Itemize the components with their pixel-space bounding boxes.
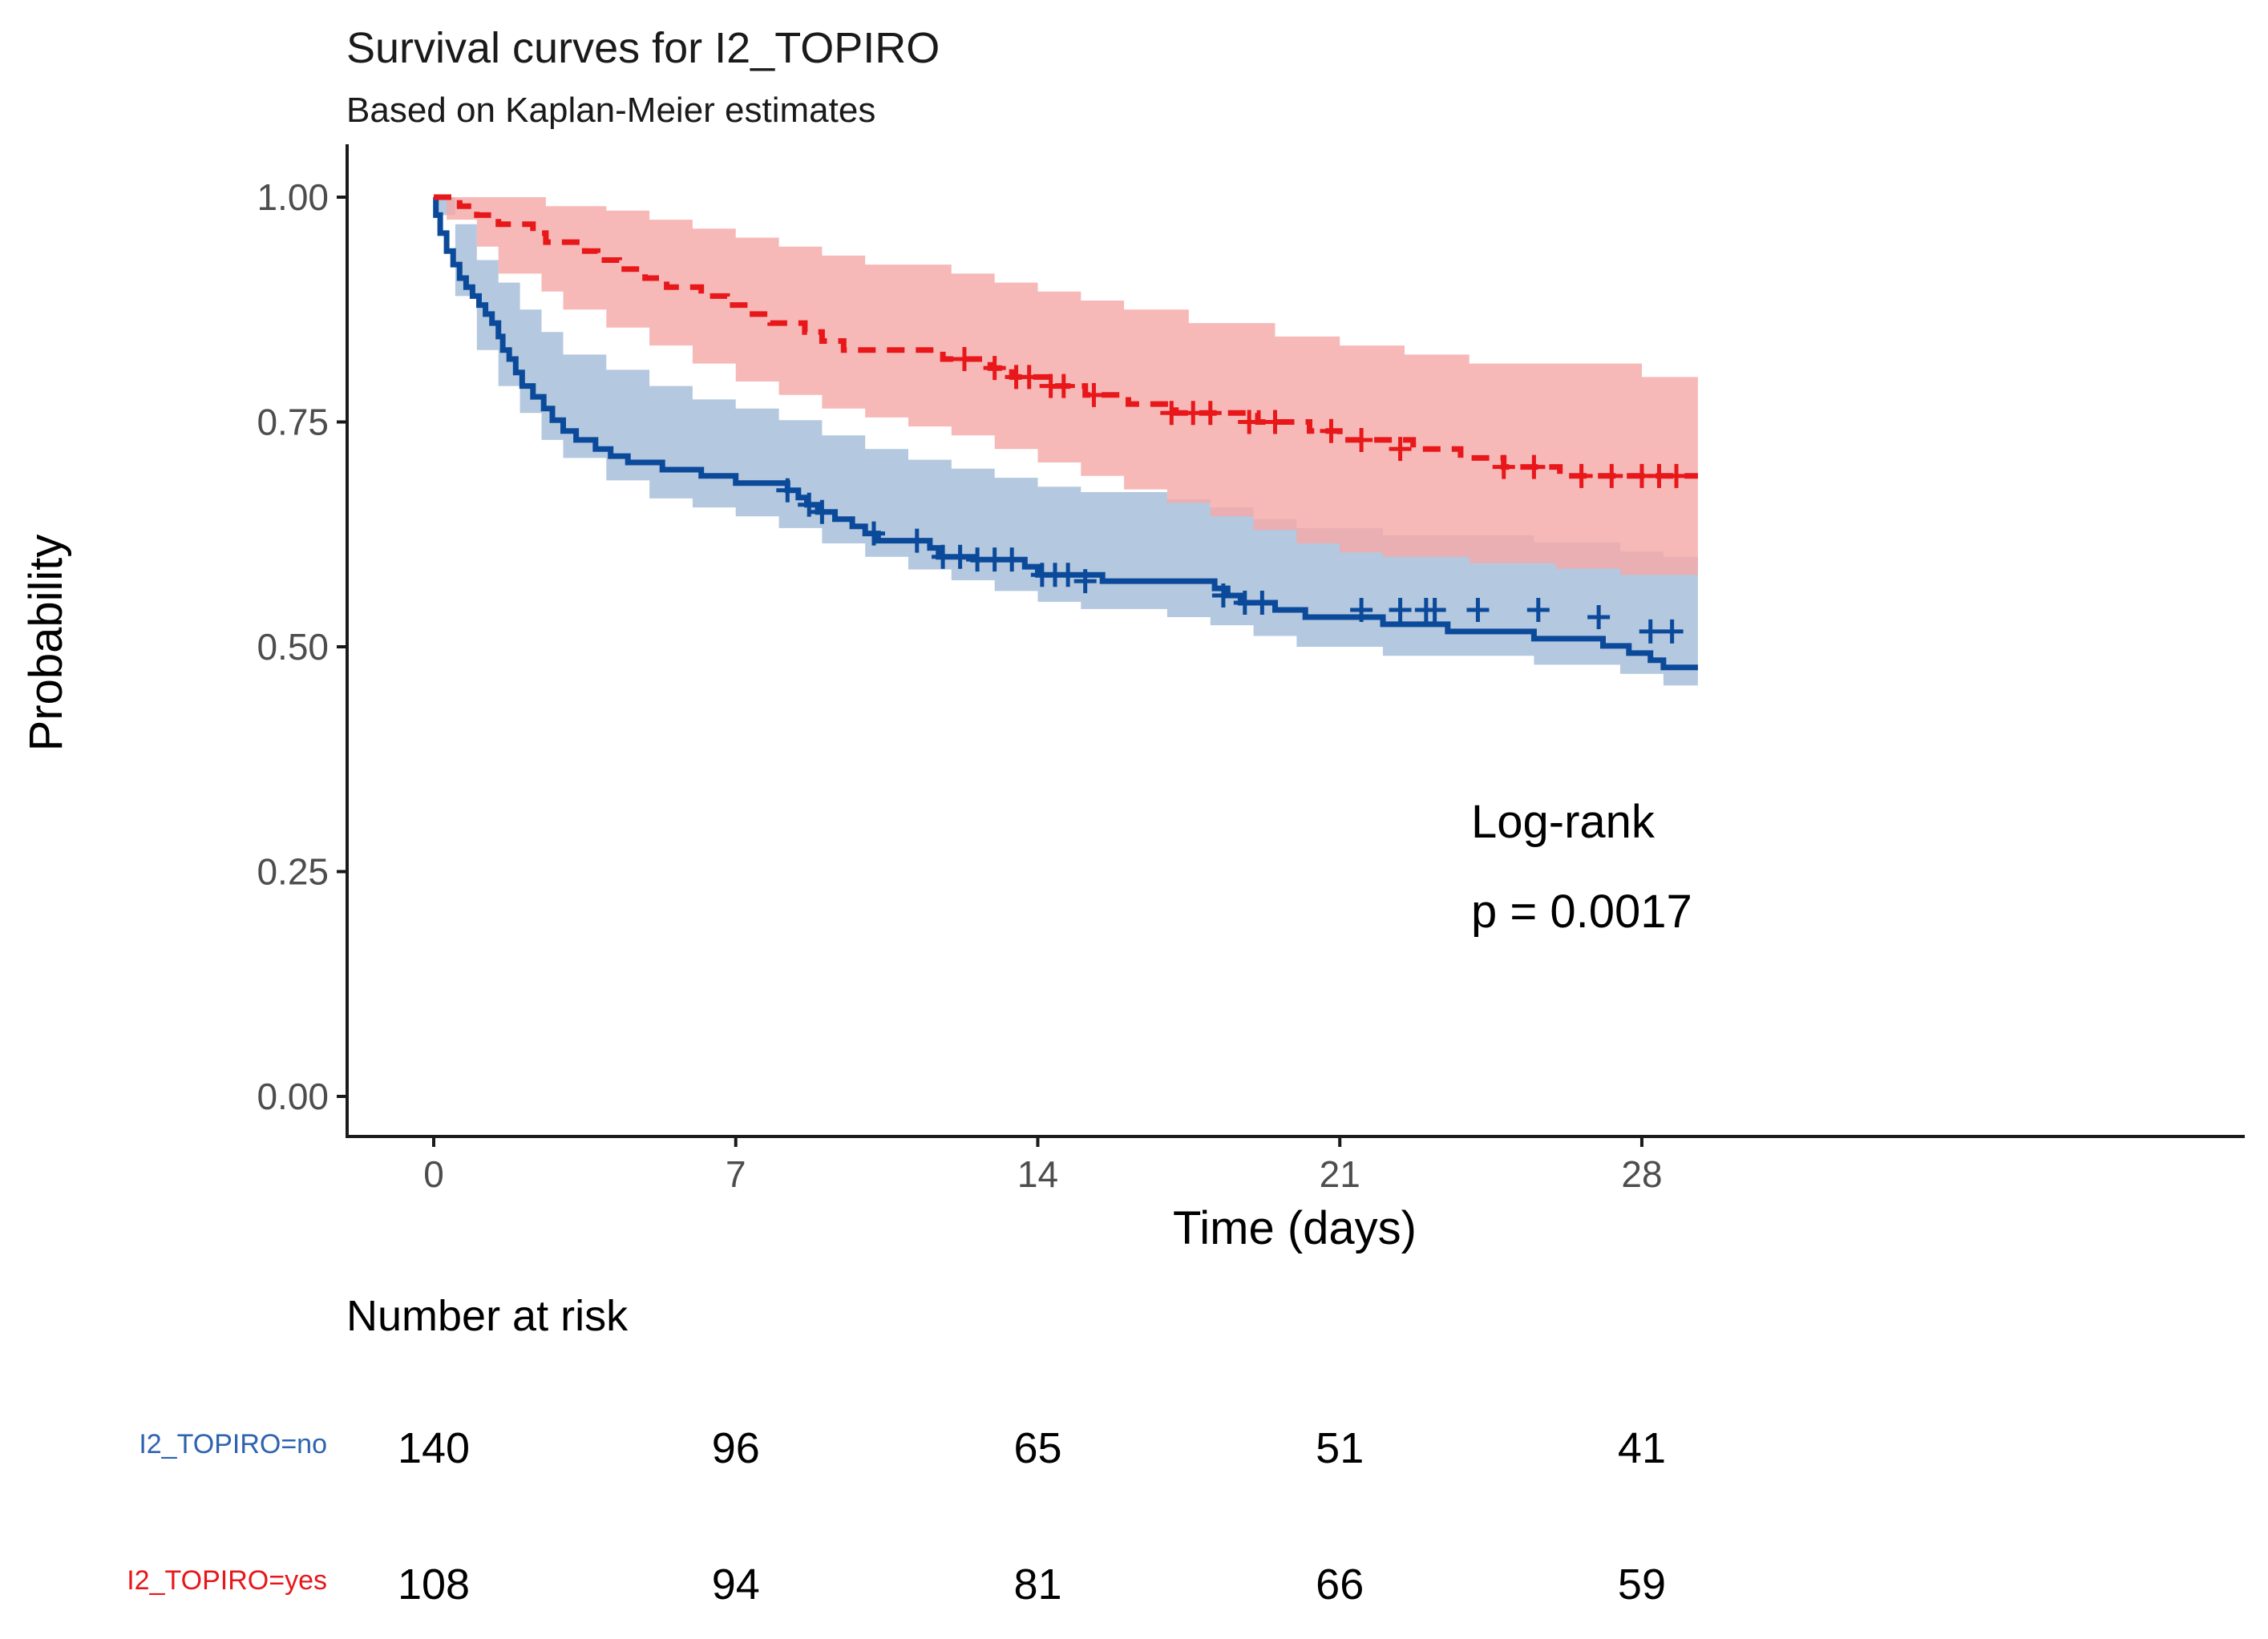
risk-count-yes: 59 <box>1618 1560 1666 1609</box>
censor-mark-yes-5 <box>1052 373 1075 398</box>
censor-mark-no-1 <box>798 492 821 517</box>
chart-subtitle: Based on Kaplan-Meier estimates <box>346 91 875 130</box>
risk-count-no: 51 <box>1316 1424 1364 1472</box>
risk-count-no: 65 <box>1013 1424 1061 1472</box>
confidence-band-no <box>434 197 1698 686</box>
censor-mark-no-12 <box>1057 563 1080 587</box>
censor-mark-yes-14 <box>1389 437 1412 462</box>
censor-mark-no-13 <box>1073 569 1097 594</box>
y-tick-label: 0.00 <box>257 1076 329 1117</box>
censor-marks <box>776 346 1688 644</box>
censor-mark-yes-3 <box>1017 365 1041 390</box>
x-tick-label: 0 <box>423 1153 444 1195</box>
censor-mark-no-20 <box>1423 597 1446 622</box>
chart-title: Survival curves for I2_TOPIRO <box>346 24 940 72</box>
survival-curve-no <box>433 194 1698 671</box>
censor-mark-yes-12 <box>1320 418 1343 443</box>
censor-mark-no-14 <box>1211 583 1235 608</box>
censor-mark-yes-13 <box>1350 427 1373 452</box>
censor-mark-yes-0 <box>952 346 976 371</box>
x-tick-label: 7 <box>726 1153 746 1195</box>
censor-mark-yes-9 <box>1199 401 1222 426</box>
censor-mark-yes-21 <box>1665 463 1688 488</box>
x-ticks: 0 7 14 21 28 <box>423 1136 1663 1195</box>
risk-count-no: 140 <box>398 1424 470 1472</box>
censor-mark-yes-11 <box>1263 410 1287 434</box>
censor-mark-no-2 <box>811 499 834 524</box>
censor-mark-yes-17 <box>1570 463 1593 488</box>
censor-mark-yes-1 <box>983 356 1006 381</box>
risk-count-yes: 66 <box>1316 1560 1364 1609</box>
survival-curve-yes <box>434 194 1698 479</box>
censor-mark-no-4 <box>905 528 928 553</box>
censor-mark-yes-7 <box>1160 401 1183 426</box>
x-tick-label: 14 <box>1017 1153 1058 1195</box>
risk-count-no: 96 <box>712 1424 760 1472</box>
logrank-pvalue: p = 0.0017 <box>1471 886 1692 938</box>
censor-mark-no-25 <box>1660 619 1684 644</box>
censor-mark-yes-18 <box>1600 463 1623 488</box>
y-tick-label: 0.75 <box>257 402 329 443</box>
censor-mark-no-6 <box>948 544 972 569</box>
axes <box>346 144 2245 1138</box>
logrank-label: Log-rank <box>1471 796 1656 848</box>
x-tick-label: 28 <box>1621 1153 1662 1195</box>
censor-mark-no-24 <box>1639 619 1662 644</box>
risk-row-label-yes: I2_TOPIRO=yes <box>127 1565 327 1596</box>
censor-mark-no-21 <box>1466 597 1490 622</box>
y-tick-label: 1.00 <box>257 176 329 218</box>
risk-count-yes: 81 <box>1013 1560 1061 1609</box>
censor-mark-no-18 <box>1389 597 1412 622</box>
risk-count-yes: 94 <box>712 1560 760 1609</box>
y-axis-title: Probability <box>20 535 72 752</box>
y-tick-label: 0.25 <box>257 851 329 893</box>
censor-mark-no-3 <box>862 521 885 546</box>
censor-mark-no-22 <box>1526 597 1550 622</box>
censor-mark-no-9 <box>1001 547 1024 572</box>
survival-curves <box>433 194 1698 671</box>
censor-mark-no-0 <box>776 478 799 503</box>
risk-count-yes: 108 <box>398 1560 470 1609</box>
risk-table-title: Number at risk <box>346 1292 629 1340</box>
censor-mark-no-16 <box>1251 591 1274 616</box>
y-ticks: 0.00 0.25 0.50 0.75 1.00 <box>257 176 347 1117</box>
censor-mark-yes-10 <box>1238 410 1261 434</box>
censor-mark-yes-15 <box>1492 454 1515 479</box>
y-tick-label: 0.50 <box>257 626 329 668</box>
risk-count-no: 41 <box>1618 1424 1666 1472</box>
x-axis-title: Time (days) <box>1173 1202 1417 1254</box>
censor-mark-no-23 <box>1587 604 1611 629</box>
risk-row-label-no: I2_TOPIRO=no <box>139 1429 327 1459</box>
x-tick-label: 21 <box>1320 1153 1360 1195</box>
censor-mark-yes-16 <box>1522 454 1546 479</box>
risk-table: I2_TOPIRO=no 140 96 65 51 41 I2_TOPIRO=yes 108 9… <box>127 1424 1666 1609</box>
censor-mark-yes-6 <box>1082 382 1106 407</box>
censor-mark-no-17 <box>1350 597 1373 622</box>
